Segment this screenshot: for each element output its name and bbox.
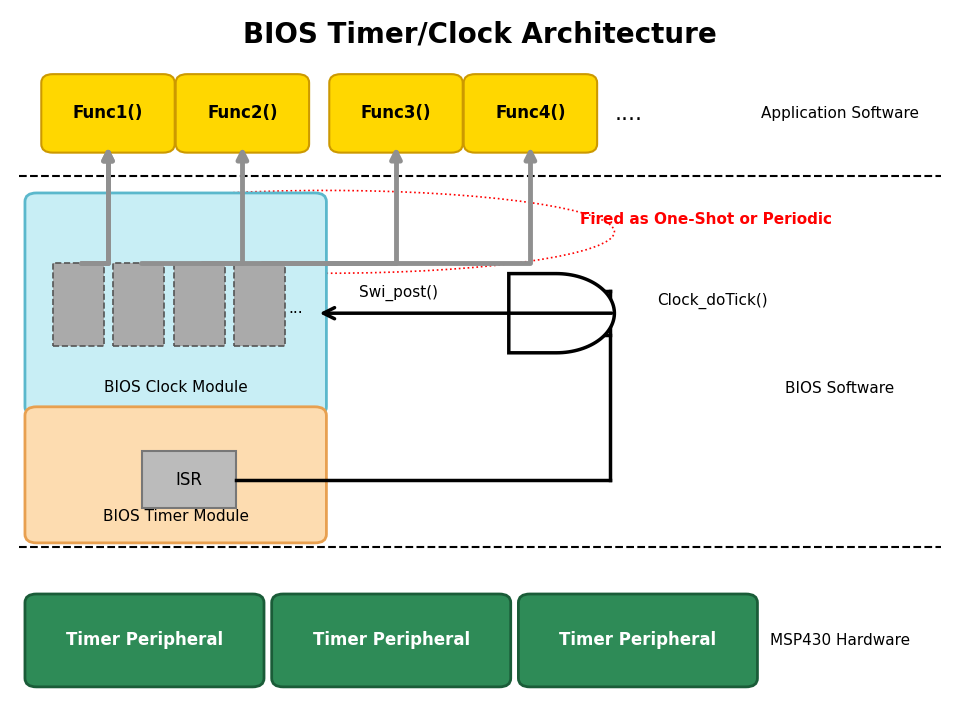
Text: MSP430 Hardware: MSP430 Hardware <box>770 634 910 648</box>
Text: ...: ... <box>288 301 303 315</box>
FancyBboxPatch shape <box>41 74 175 153</box>
Text: Timer Peripheral: Timer Peripheral <box>66 631 223 649</box>
Polygon shape <box>509 274 614 353</box>
FancyBboxPatch shape <box>25 193 326 415</box>
Bar <box>142 451 236 508</box>
FancyBboxPatch shape <box>25 594 264 687</box>
Text: Fired as One-Shot or Periodic: Fired as One-Shot or Periodic <box>580 212 831 227</box>
FancyBboxPatch shape <box>272 594 511 687</box>
FancyBboxPatch shape <box>329 74 463 153</box>
Text: Application Software: Application Software <box>761 107 919 121</box>
Text: Timer Peripheral: Timer Peripheral <box>313 631 469 649</box>
Text: BIOS Timer Module: BIOS Timer Module <box>103 509 249 524</box>
Bar <box>174 263 225 346</box>
FancyBboxPatch shape <box>25 407 326 543</box>
Text: BIOS Timer/Clock Architecture: BIOS Timer/Clock Architecture <box>243 21 717 48</box>
Text: Clock_doTick(): Clock_doTick() <box>658 293 768 309</box>
Text: Swi_post(): Swi_post() <box>359 284 438 301</box>
FancyBboxPatch shape <box>464 74 597 153</box>
Text: Func3(): Func3() <box>361 104 431 122</box>
Text: Func4(): Func4() <box>495 104 565 122</box>
Text: BIOS Software: BIOS Software <box>785 382 895 396</box>
Text: ISR: ISR <box>176 471 203 489</box>
Text: BIOS Clock Module: BIOS Clock Module <box>104 380 248 395</box>
FancyBboxPatch shape <box>176 74 309 153</box>
Text: Func1(): Func1() <box>73 104 143 122</box>
FancyBboxPatch shape <box>518 594 757 687</box>
Bar <box>113 263 164 346</box>
Text: ....: .... <box>614 104 643 124</box>
Bar <box>53 263 104 346</box>
Text: Func2(): Func2() <box>207 104 277 122</box>
Bar <box>234 263 285 346</box>
Text: Timer Peripheral: Timer Peripheral <box>560 631 716 649</box>
